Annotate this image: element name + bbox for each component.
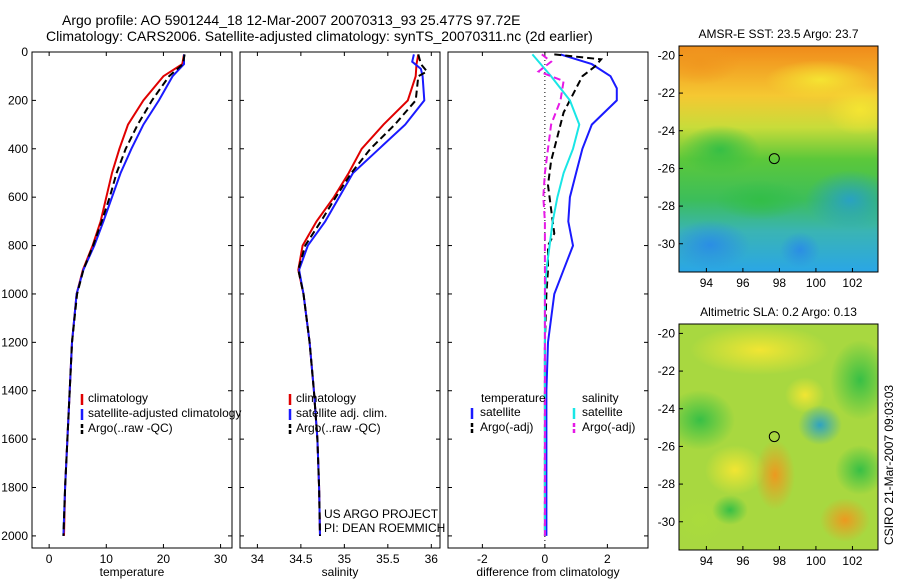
altimetric-sla-map-title: Altimetric SLA: 0.2 Argo: 0.13 bbox=[700, 305, 857, 319]
amsr-sst-map-ytick-label: -30 bbox=[658, 237, 676, 251]
altimetric-sla-map-frame bbox=[678, 323, 879, 551]
amsr-sst-map-xtick-label: 96 bbox=[736, 276, 750, 290]
depth-tick-label: 1600 bbox=[1, 432, 28, 446]
amsr-sst-map-ytick-label: -22 bbox=[658, 86, 676, 100]
salinity-profile-legend-label: satellite adj. clim. bbox=[296, 406, 387, 420]
difference-profile-xtick-label: 0 bbox=[542, 552, 549, 566]
salinity-profile-xlabel: salinity bbox=[322, 565, 359, 579]
diff-legend-header-temperature: temperature bbox=[481, 391, 546, 405]
depth-tick-label: 1200 bbox=[1, 335, 28, 349]
series-argo-raw-qc- bbox=[297, 54, 429, 536]
salinity-profile-legend-label: Argo(..raw -QC) bbox=[296, 421, 381, 435]
diff-legend-label: satellite bbox=[480, 405, 521, 419]
series-salinity-argo-adj- bbox=[536, 53, 565, 536]
altimetric-sla-map-xtick-label: 94 bbox=[700, 554, 714, 568]
diff-legend-label: Argo(-adj) bbox=[582, 420, 635, 434]
series-salinity-satellite bbox=[531, 53, 581, 536]
sst-map-image bbox=[679, 46, 878, 272]
amsr-sst-map-frame bbox=[678, 45, 879, 273]
depth-tick-label: 200 bbox=[8, 93, 28, 107]
altimetric-sla-map-ytick-label: -24 bbox=[658, 402, 676, 416]
series-climatology bbox=[63, 54, 185, 536]
temperature-profile-legend-label: Argo(..raw -QC) bbox=[88, 421, 173, 435]
amsr-sst-map-ytick-label: -20 bbox=[658, 48, 676, 62]
depth-tick-label: 800 bbox=[8, 239, 28, 253]
depth-tick-label: 1400 bbox=[1, 384, 28, 398]
project-annotation: PI: DEAN ROEMMICH bbox=[324, 521, 445, 535]
amsr-sst-map-ytick-label: -26 bbox=[658, 161, 676, 175]
depth-tick-label: 600 bbox=[8, 190, 28, 204]
altimetric-sla-map-xtick-label: 100 bbox=[806, 554, 826, 568]
depth-tick-label: 1000 bbox=[1, 287, 28, 301]
salinity-profile-xtick-label: 36 bbox=[425, 552, 439, 566]
depth-tick-label: 1800 bbox=[1, 481, 28, 495]
depth-tick-label: 0 bbox=[21, 45, 28, 59]
altimetric-sla-map-ytick-label: -20 bbox=[658, 326, 676, 340]
altimetric-sla-map-ytick-label: -30 bbox=[658, 515, 676, 529]
salinity-profile-xtick-label: 35 bbox=[338, 552, 352, 566]
amsr-sst-map-xtick-label: 98 bbox=[773, 276, 787, 290]
salinity-profile-xtick-label: 34 bbox=[251, 552, 265, 566]
temperature-profile-xtick-label: 30 bbox=[214, 552, 228, 566]
series-temperature-satellite bbox=[545, 53, 618, 536]
credit-text: CSIRO 21-Mar-2007 09:03:03 bbox=[882, 385, 896, 545]
series-argo-raw-qc- bbox=[62, 54, 186, 536]
temperature-profile-frame bbox=[31, 51, 233, 549]
depth-tick-label: 2000 bbox=[1, 529, 28, 543]
diff-legend-label: satellite bbox=[582, 405, 623, 419]
altimetric-sla-map-xtick-label: 96 bbox=[736, 554, 750, 568]
figure-title-line1: Argo profile: AO 5901244_18 12-Mar-2007 … bbox=[62, 12, 521, 28]
amsr-sst-map-title: AMSR-E SST: 23.5 Argo: 23.7 bbox=[698, 27, 858, 41]
amsr-sst-map-xtick-label: 102 bbox=[842, 276, 862, 290]
salinity-profile-xtick-label: 35.5 bbox=[376, 552, 400, 566]
altimetric-sla-map-xtick-label: 102 bbox=[842, 554, 862, 568]
amsr-sst-map-xtick-label: 94 bbox=[700, 276, 714, 290]
difference-profile-xtick-label: 2 bbox=[604, 552, 611, 566]
project-annotation: US ARGO PROJECT bbox=[324, 507, 439, 521]
salinity-profile-frame bbox=[239, 51, 441, 549]
salinity-profile-legend-label: climatology bbox=[296, 391, 356, 405]
depth-tick-label: 400 bbox=[8, 142, 28, 156]
series-climatology bbox=[297, 54, 420, 536]
temperature-profile-xlabel: temperature bbox=[100, 565, 165, 579]
salinity-profile-xtick-label: 34.5 bbox=[289, 552, 313, 566]
diff-legend-label: Argo(-adj) bbox=[480, 420, 533, 434]
altimetric-sla-map-xtick-label: 98 bbox=[773, 554, 787, 568]
series-temperature-argo-adj- bbox=[543, 53, 604, 536]
temperature-profile-xtick-label: 20 bbox=[157, 552, 171, 566]
temperature-profile-legend-label: climatology bbox=[88, 391, 148, 405]
argo-location-marker bbox=[768, 153, 780, 165]
sla-map-image bbox=[679, 324, 878, 550]
altimetric-sla-map-ytick-label: -22 bbox=[658, 364, 676, 378]
difference-profile-xtick-label: -2 bbox=[477, 552, 488, 566]
diff-legend-header-salinity: salinity bbox=[582, 391, 619, 405]
amsr-sst-map-ytick-label: -24 bbox=[658, 124, 676, 138]
temperature-profile-xtick-label: 0 bbox=[46, 552, 53, 566]
amsr-sst-map-ytick-label: -28 bbox=[658, 199, 676, 213]
altimetric-sla-map-ytick-label: -28 bbox=[658, 477, 676, 491]
figure-title-line2: Climatology: CARS2006. Satellite-adjuste… bbox=[46, 28, 593, 44]
series-satellite-adjusted-climatology bbox=[62, 54, 185, 536]
difference-profile-frame bbox=[447, 51, 649, 549]
altimetric-sla-map-ytick-label: -26 bbox=[658, 439, 676, 453]
temperature-profile-xtick-label: 10 bbox=[100, 552, 114, 566]
temperature-profile-legend-label: satellite-adjusted climatology bbox=[88, 406, 241, 420]
amsr-sst-map-xtick-label: 100 bbox=[806, 276, 826, 290]
difference-profile-xlabel: difference from climatology bbox=[476, 565, 619, 579]
argo-location-marker bbox=[768, 431, 780, 443]
